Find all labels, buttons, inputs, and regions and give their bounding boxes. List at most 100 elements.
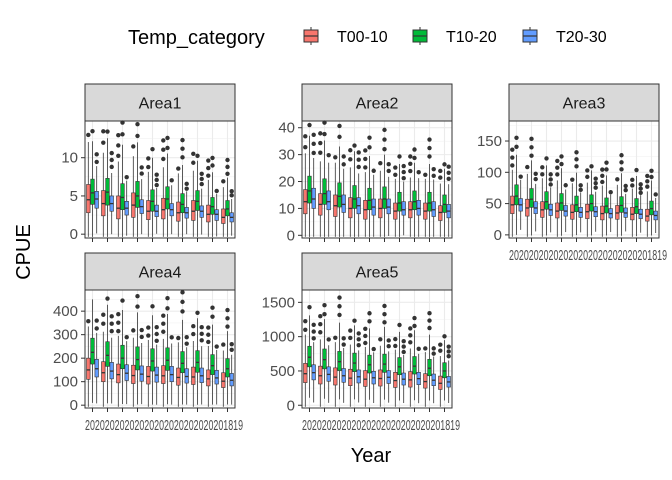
strip-label: Area4 xyxy=(139,265,182,282)
box-T10-20-3 xyxy=(337,123,342,237)
box-body xyxy=(214,209,219,221)
box-T00-10-9 xyxy=(206,158,211,237)
box-body xyxy=(90,337,95,365)
box-T20-30-2 xyxy=(326,337,331,403)
outlier-point xyxy=(86,132,91,138)
box-T00-10-7 xyxy=(600,167,605,237)
outlier-point xyxy=(206,158,211,163)
y-tick-label: 400 xyxy=(53,303,78,320)
outlier-point xyxy=(307,122,312,128)
outlier-point xyxy=(109,321,114,326)
outlier-point xyxy=(210,155,215,161)
outlier-point xyxy=(311,336,316,341)
box-T00-10-8 xyxy=(191,324,196,407)
outlier-point xyxy=(604,160,609,165)
y-tick-label: 0 xyxy=(70,226,78,243)
y-tick-label: 1000 xyxy=(262,329,295,346)
outlier-point xyxy=(356,157,361,162)
legend-entry-T00-10: T00-10 xyxy=(303,27,388,46)
outlier-point xyxy=(367,135,372,140)
box-T00-10-5 xyxy=(363,326,368,407)
outlier-point xyxy=(367,145,372,150)
outlier-point xyxy=(427,310,432,316)
outlier-point xyxy=(199,171,204,176)
outlier-point xyxy=(303,145,308,150)
outlier-point xyxy=(401,338,406,344)
outlier-point xyxy=(593,185,598,190)
outlier-point xyxy=(645,184,650,189)
outlier-point xyxy=(533,171,538,176)
outlier-point xyxy=(109,328,114,334)
panel-Area3: Area3 0 50 100 150 20202020202020202020202020… xyxy=(477,83,667,264)
outlier-point xyxy=(382,320,387,325)
box-T20-30-10 xyxy=(229,189,234,236)
strip-label: Area1 xyxy=(139,96,182,113)
outlier-point xyxy=(356,342,361,348)
outlier-point xyxy=(199,176,204,182)
outlier-point xyxy=(116,143,121,148)
box-T20-30-5 xyxy=(578,183,583,233)
box-T20-30-7 xyxy=(401,338,406,404)
outlier-point xyxy=(570,177,575,182)
outlier-point xyxy=(337,134,342,140)
outlier-point xyxy=(412,323,417,329)
outlier-point xyxy=(341,342,346,347)
box-T20-30-2 xyxy=(109,150,114,235)
outlier-point xyxy=(563,183,568,188)
outlier-point xyxy=(356,150,361,155)
outlier-point xyxy=(600,179,605,185)
outlier-point xyxy=(649,168,654,174)
box-body xyxy=(150,189,155,212)
outlier-point xyxy=(386,344,391,349)
box-T00-10-7 xyxy=(176,335,181,407)
outlier-point xyxy=(427,154,432,159)
outlier-point xyxy=(101,321,106,326)
box-T20-30-9 xyxy=(431,346,436,404)
outlier-point xyxy=(529,136,534,142)
panel-Area4: Area4 0 100 200 300 400 2020202020202020202020… xyxy=(53,252,243,434)
outlier-point xyxy=(446,176,451,182)
box-body xyxy=(221,208,226,224)
box-body xyxy=(214,370,219,385)
outlier-point xyxy=(86,318,91,324)
box-T00-10-9 xyxy=(630,177,635,237)
box-T20-30-9 xyxy=(431,166,436,237)
outlier-point xyxy=(408,168,413,174)
outlier-point xyxy=(165,145,170,151)
outlier-point xyxy=(412,315,417,321)
box-T20-30-8 xyxy=(199,325,204,405)
box-T00-10-7 xyxy=(393,165,398,237)
legend-label: T10-20 xyxy=(446,29,497,46)
outlier-point xyxy=(348,328,353,333)
outlier-point xyxy=(446,349,451,354)
outlier-point xyxy=(427,145,432,151)
box-T10-20-6 xyxy=(382,303,387,400)
outlier-point xyxy=(382,303,387,309)
box-T00-10-2 xyxy=(101,312,106,407)
box-body xyxy=(120,344,125,370)
box-T20-30-1 xyxy=(94,318,99,404)
box-T00-10-2 xyxy=(318,131,323,237)
box-T00-10-3 xyxy=(116,132,121,237)
outlier-point xyxy=(322,131,327,137)
box-T10-20-3 xyxy=(120,298,125,405)
box-T00-10-1 xyxy=(510,147,515,237)
outlier-point xyxy=(386,162,391,167)
box-T10-20-7 xyxy=(180,290,185,405)
box-body xyxy=(431,201,436,217)
box-body xyxy=(382,186,387,209)
box-body xyxy=(438,205,443,221)
box-T00-10-7 xyxy=(393,336,398,407)
outlier-point xyxy=(116,153,121,158)
panel-border xyxy=(508,120,660,239)
outlier-point xyxy=(401,349,406,355)
box-body xyxy=(176,367,181,386)
outlier-point xyxy=(311,132,316,137)
box-T10-20-7 xyxy=(604,160,609,236)
outlier-point xyxy=(124,175,129,180)
box-T20-30-4 xyxy=(139,165,144,235)
y-tick-label: 40 xyxy=(278,120,295,137)
box-T00-10-10 xyxy=(438,168,443,237)
box-T20-30-3 xyxy=(124,175,129,236)
outlier-point xyxy=(214,344,219,349)
